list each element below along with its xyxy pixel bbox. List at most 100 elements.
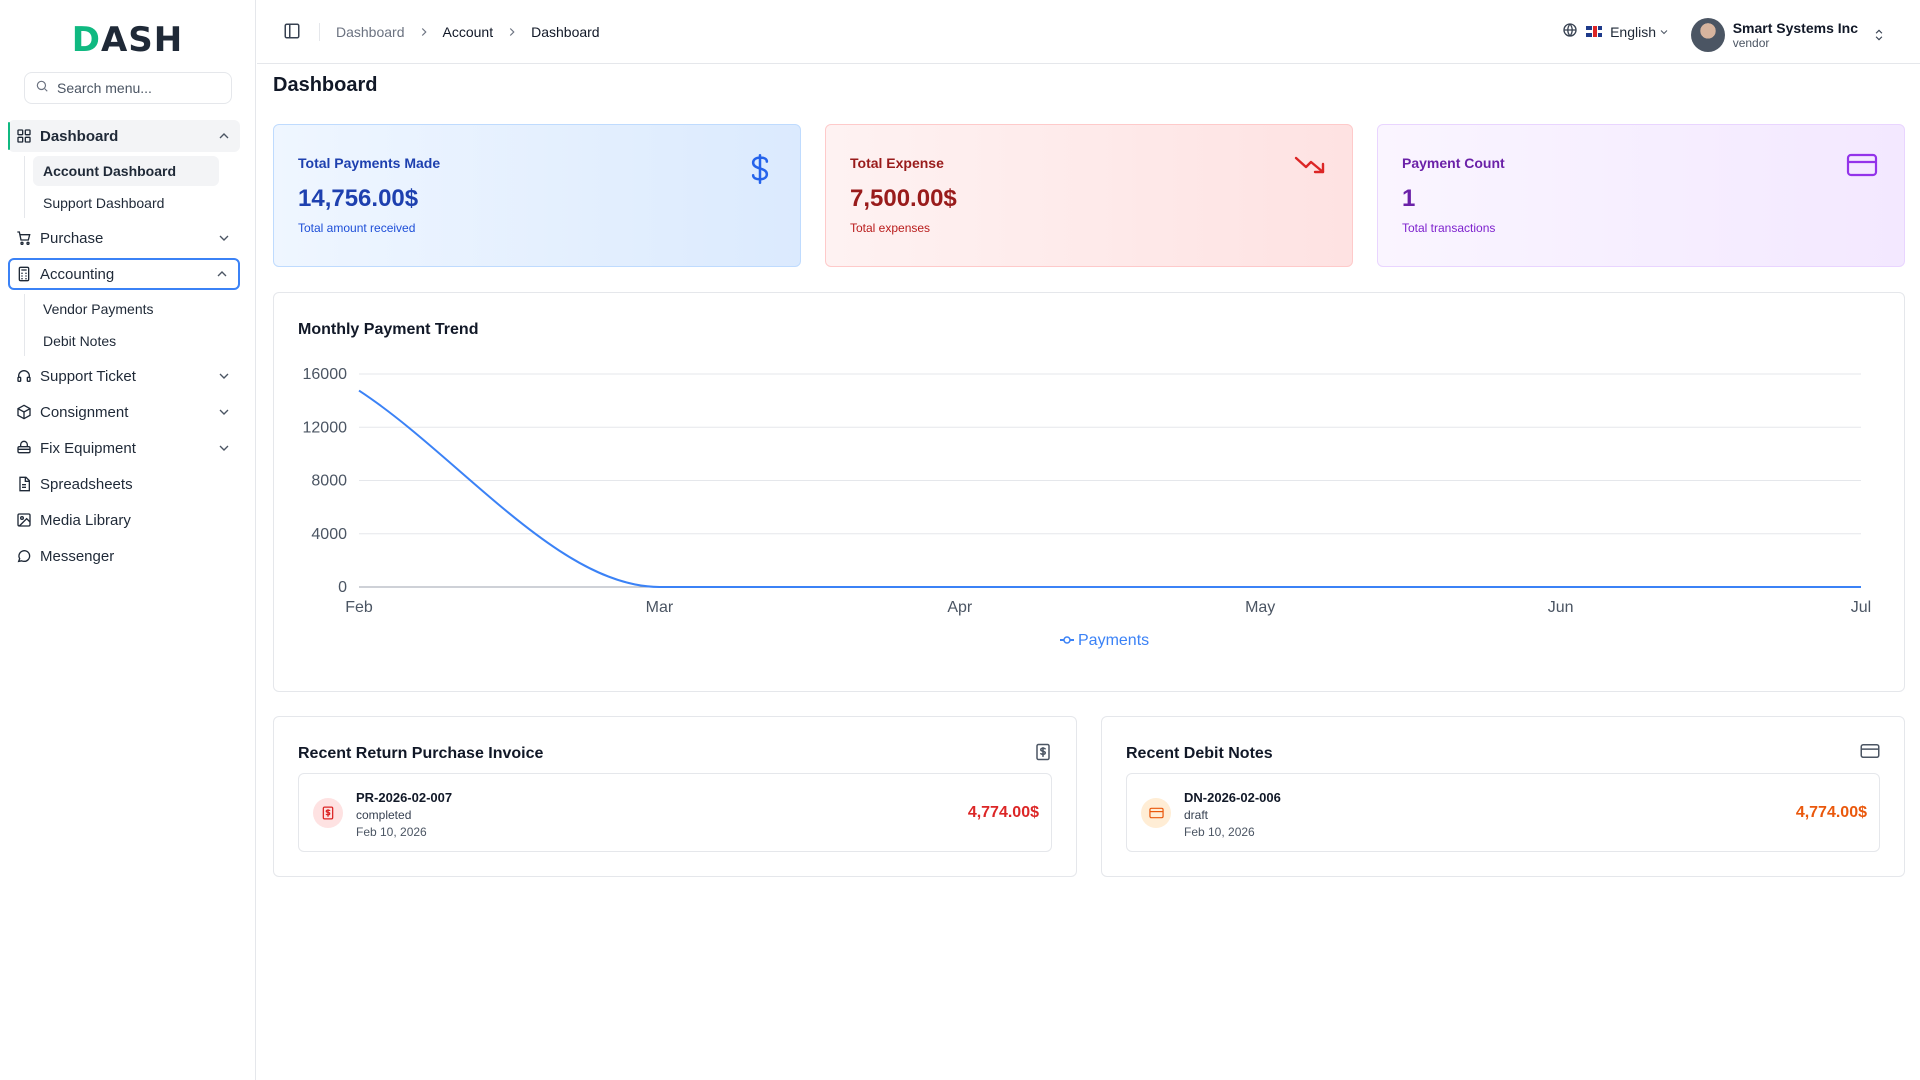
stat-label: Total Payments Made <box>298 155 441 171</box>
sidebar-item-support-ticket[interactable]: Support Ticket <box>8 360 240 392</box>
sidebar-item-dashboard[interactable]: Dashboard <box>8 120 240 152</box>
sidebar-item-fix-equipment[interactable]: Fix Equipment <box>8 432 240 464</box>
chevron-right-icon <box>417 25 431 39</box>
item-code: DN-2026-02-006 <box>1184 790 1281 805</box>
chevron-right-icon <box>505 25 519 39</box>
stat-card-payment-count: Payment Count 1 Total transactions <box>1377 124 1905 267</box>
sidebar-item-label: Purchase <box>40 229 104 247</box>
breadcrumb-current: Dashboard <box>531 23 600 40</box>
breadcrumb-dashboard[interactable]: Dashboard <box>336 23 405 40</box>
stat-subtitle: Total transactions <box>1402 221 1496 235</box>
credit-card-icon <box>1141 798 1171 828</box>
logo-text: ASH <box>100 20 184 60</box>
dashboard-submenu: Account Dashboard Support Dashboard <box>24 156 240 218</box>
user-menu[interactable]: Smart Systems Inc vendor <box>1690 18 1886 52</box>
item-code: PR-2026-02-007 <box>356 790 453 805</box>
sidebar-item-support-dashboard[interactable]: Support Dashboard <box>43 195 165 211</box>
language-selector[interactable]: English <box>1562 22 1670 41</box>
tool-icon <box>16 440 32 456</box>
sidebar-item-label: Media Library <box>40 511 131 529</box>
sidebar-item-messenger[interactable]: Messenger <box>8 540 240 572</box>
search-menu[interactable] <box>24 72 232 104</box>
item-status: draft <box>1184 808 1209 822</box>
y-tick-label: 16000 <box>303 366 348 383</box>
breadcrumb-account[interactable]: Account <box>442 23 494 40</box>
chevron-up-icon <box>216 128 232 144</box>
stat-label: Total Expense <box>850 155 944 171</box>
stat-card-total-payments: Total Payments Made 14,756.00$ Total amo… <box>273 124 801 267</box>
stat-value: 14,756.00$ <box>298 185 419 212</box>
sidebar-item-label: Consignment <box>40 403 129 421</box>
dash-logo[interactable]: DASH <box>0 0 255 80</box>
item-status: completed <box>356 808 412 822</box>
language-label: English <box>1610 23 1656 40</box>
sidebar-item-purchase[interactable]: Purchase <box>8 222 240 254</box>
uk-flag-icon <box>1586 26 1603 37</box>
y-tick-label: 4000 <box>311 526 347 543</box>
x-tick-label: Feb <box>345 599 373 616</box>
y-tick-label: 8000 <box>311 473 347 490</box>
item-date: Feb 10, 2026 <box>356 825 427 839</box>
card-title: Recent Debit Notes <box>1126 745 1273 762</box>
search-icon <box>35 79 49 97</box>
sheet-icon <box>16 476 32 492</box>
receipt-icon <box>1034 743 1052 761</box>
trending-down-icon <box>1294 153 1326 177</box>
legend-marker-dot <box>1063 636 1071 644</box>
logo-letter: D <box>71 20 101 60</box>
page-title: Dashboard <box>273 74 378 96</box>
x-tick-label: Jun <box>1548 599 1574 616</box>
chevron-up-icon <box>214 266 230 282</box>
sidebar-item-consignment[interactable]: Consignment <box>8 396 240 428</box>
chevron-down-icon <box>216 440 232 456</box>
sidebar-item-accounting[interactable]: Accounting <box>8 258 240 290</box>
sidebar-item-label: Dashboard <box>40 127 119 145</box>
breadcrumb: Dashboard Account Dashboard <box>336 24 600 40</box>
recent-debit-notes-card: Recent Debit Notes DN-2026-02-006 draft … <box>1101 716 1905 877</box>
item-date: Feb 10, 2026 <box>1184 825 1255 839</box>
header-divider <box>319 22 320 41</box>
chevron-down-icon <box>216 404 232 420</box>
series-line-payments <box>358 389 1861 588</box>
monthly-payment-trend-card: Monthly Payment Trend 0 4000 8000 12000 1600… <box>273 292 1905 692</box>
item-amount: 4,774.00$ <box>967 804 1039 821</box>
chart-title: Monthly Payment Trend <box>298 321 479 338</box>
sidebar-item-label: Accounting <box>40 265 115 283</box>
item-amount: 4,774.00$ <box>1795 804 1867 821</box>
chevron-down-icon <box>216 368 232 384</box>
credit-card-icon <box>1846 153 1878 177</box>
recent-return-invoice-card: Recent Return Purchase Invoice PR-2026-0… <box>273 716 1077 877</box>
payment-trend-chart: 0 4000 8000 12000 16000 Feb Mar Apr May Jun Jul Pay… <box>303 366 1872 649</box>
sidebar-item-spreadsheets[interactable]: Spreadsheets <box>8 468 240 500</box>
chevron-down-icon <box>216 230 232 246</box>
sidebar-nav: Dashboard Account Dashboard Support Dash… <box>8 120 240 576</box>
stat-subtitle: Total amount received <box>298 221 416 235</box>
sidebar-item-label: Fix Equipment <box>40 439 136 457</box>
cart-icon <box>16 230 32 246</box>
box-icon <box>16 404 32 420</box>
sidebar-item-account-dashboard[interactable]: Account Dashboard <box>33 156 219 186</box>
sidebar-item-label: Spreadsheets <box>40 475 133 493</box>
chevron-down-icon <box>1658 26 1670 38</box>
y-tick-label: 12000 <box>303 419 348 436</box>
user-role: vendor <box>1732 36 1770 50</box>
stat-value: 7,500.00$ <box>850 185 957 212</box>
sidebar: DASH Dashboard Account Dashboard Support… <box>0 0 256 1080</box>
sidebar-item-label: Messenger <box>40 547 115 565</box>
list-item[interactable]: DN-2026-02-006 draft Feb 10, 2026 4,774.… <box>1126 773 1880 852</box>
y-tick-label: 0 <box>338 579 347 596</box>
stat-subtitle: Total expenses <box>850 221 931 235</box>
sidebar-item-debit-notes[interactable]: Debit Notes <box>43 333 117 349</box>
x-tick-label: May <box>1245 599 1275 616</box>
sidebar-toggle-icon[interactable] <box>283 22 303 42</box>
x-tick-label: Jul <box>1851 599 1871 616</box>
search-input[interactable] <box>57 80 217 96</box>
list-item[interactable]: PR-2026-02-007 completed Feb 10, 2026 4,… <box>298 773 1052 852</box>
accounting-submenu: Vendor Payments Debit Notes <box>24 294 240 356</box>
user-name: Smart Systems Inc <box>1732 20 1858 36</box>
chevrons-up-down-icon <box>1872 28 1886 42</box>
sidebar-item-media-library[interactable]: Media Library <box>8 504 240 536</box>
x-tick-label: Mar <box>646 599 674 616</box>
top-header: Dashboard Account Dashboard English Smar… <box>257 0 1920 64</box>
sidebar-item-vendor-payments[interactable]: Vendor Payments <box>43 301 154 317</box>
